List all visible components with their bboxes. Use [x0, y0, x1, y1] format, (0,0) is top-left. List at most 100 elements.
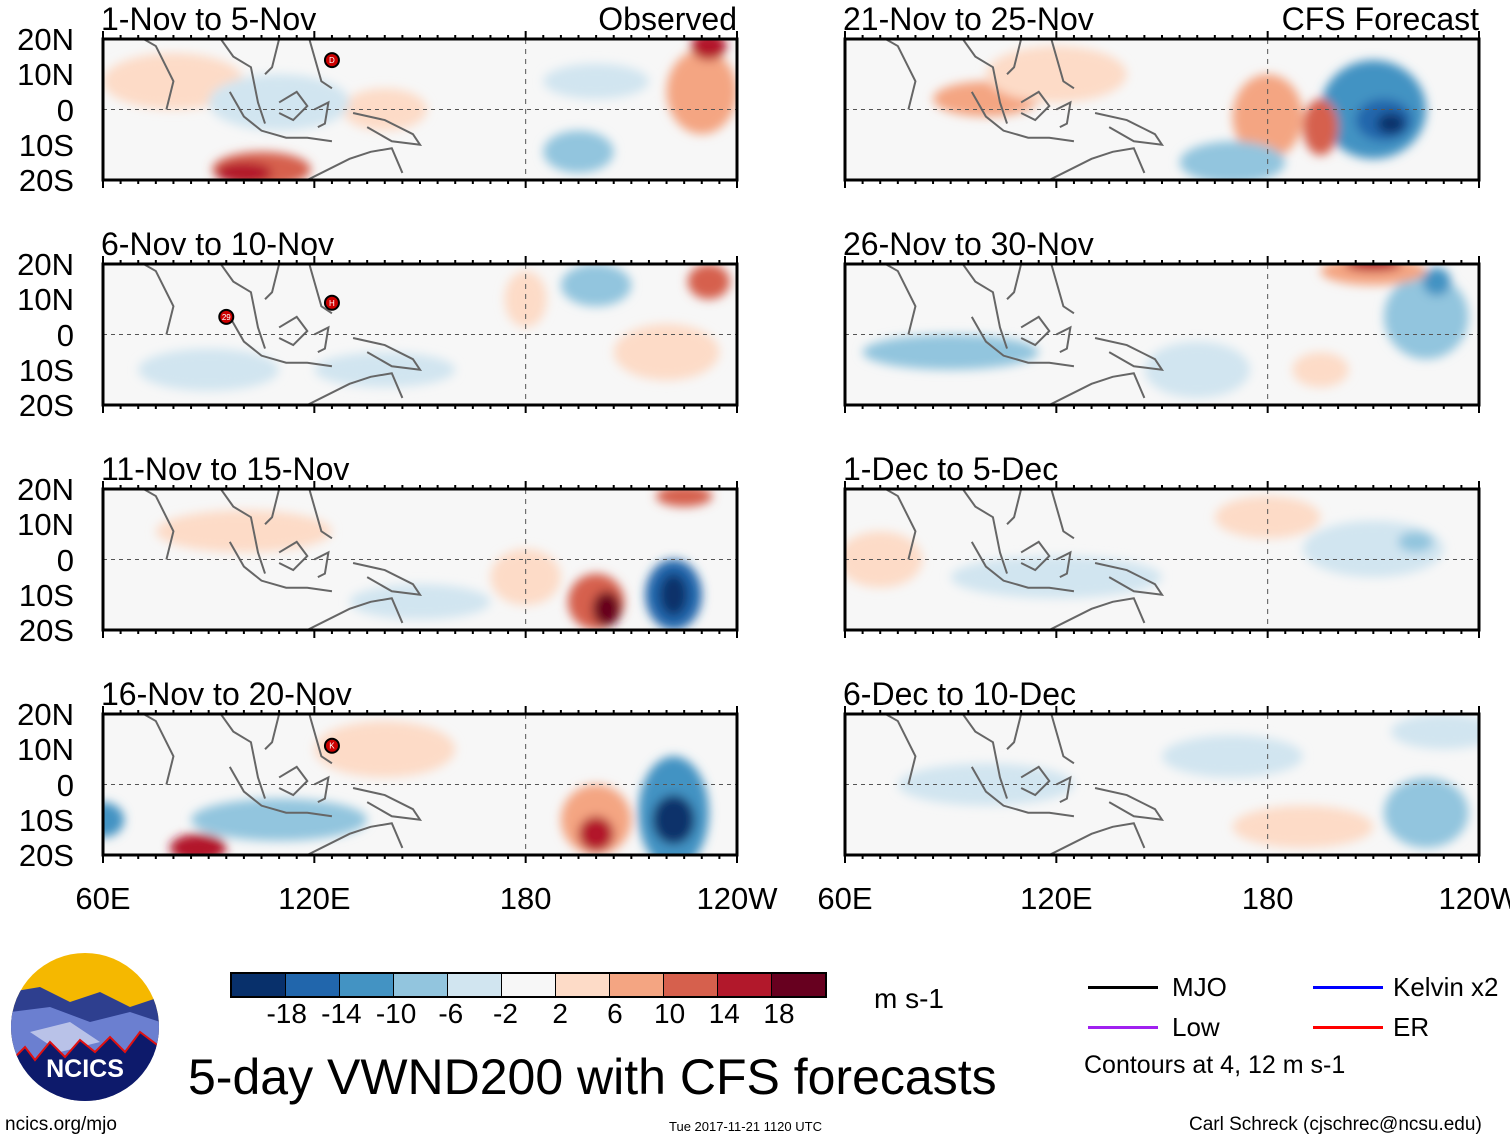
legend-line-mjo [1088, 986, 1158, 989]
lat-label: 10N [17, 57, 74, 93]
anomaly-region [666, 49, 737, 135]
anomaly-region [1376, 113, 1406, 135]
lat-label: 20S [18, 838, 74, 873]
anomaly-region [1390, 714, 1479, 750]
anomaly-region [191, 798, 368, 841]
lat-label: 20S [18, 163, 74, 198]
lat-label: 10S [18, 577, 74, 613]
ncics-logo: NCICS [11, 953, 159, 1101]
footer-author: Carl Schreck (cjschrec@ncsu.edu) [1189, 1114, 1482, 1135]
coastline [103, 714, 423, 855]
coastline [103, 39, 423, 180]
colorbar-swatch [556, 974, 610, 996]
coastline [845, 39, 1165, 180]
colorbar-label: -10 [375, 998, 417, 1029]
storm-label: H [329, 299, 335, 308]
anomaly-region [1302, 98, 1339, 156]
panel-title: 6-Dec to 10-Dec [843, 676, 1076, 712]
lat-label: 10N [17, 732, 74, 768]
anomaly-region [155, 510, 332, 553]
anomaly-region [845, 531, 923, 588]
lat-label: 20S [18, 613, 74, 648]
anomaly-region [1292, 352, 1349, 388]
anomaly-region [215, 162, 273, 180]
anomaly-region [592, 591, 621, 627]
anomaly-region [862, 334, 1039, 370]
panel-title: 6-Nov to 10-Nov [101, 226, 334, 262]
panel-title: 16-Nov to 20-Nov [101, 676, 352, 712]
lat-label: 0 [56, 542, 74, 578]
lat-label: 10N [17, 282, 74, 318]
map-panel: K [101, 706, 739, 863]
colorbar-swatch [286, 974, 340, 996]
anomaly-region [985, 46, 1127, 103]
coastline [103, 264, 423, 405]
legend-line-er [1313, 1026, 1383, 1029]
coastline [845, 714, 1165, 855]
anomaly-region [1345, 264, 1402, 272]
colorbar-label: 6 [607, 998, 623, 1029]
legend-mjo: MJO [1172, 972, 1227, 1002]
legend-line-low [1088, 1026, 1158, 1029]
panel-tag: CFS Forecast [1281, 1, 1479, 37]
lon-label: 180 [1241, 881, 1294, 916]
storm-label: K [329, 742, 335, 751]
colorbar-label: 14 [708, 998, 740, 1029]
lon-label: 180 [499, 881, 552, 916]
colorbar-swatch [718, 974, 772, 996]
anomaly-region [349, 584, 491, 620]
panel-title: 26-Nov to 30-Nov [843, 226, 1094, 262]
anomaly-region [687, 264, 730, 300]
logo-text: NCICS [46, 1055, 124, 1083]
map-panel: 29 H [101, 256, 739, 413]
colorbar-swatch [448, 974, 502, 996]
colorbar [230, 972, 827, 998]
colorbar-label: 18 [763, 998, 795, 1029]
map-panel [843, 706, 1481, 863]
panel-tag: Observed [598, 1, 737, 37]
footer-timestamp: Tue 2017-11-21 1120 UTC [669, 1119, 822, 1134]
storm-marker [218, 308, 235, 325]
storm-label: D [329, 56, 335, 65]
lon-label: 120E [278, 881, 351, 916]
lat-label: 20S [18, 388, 74, 423]
lat-label: 10N [17, 507, 74, 543]
anomaly-region [490, 548, 561, 606]
anomaly-region [504, 271, 547, 328]
colorbar-label: -2 [493, 998, 518, 1029]
anomaly-region [1422, 267, 1451, 296]
anomaly-region [1397, 531, 1434, 553]
storm-marker [323, 737, 340, 754]
panel-title: 21-Nov to 25-Nov [843, 1, 1094, 37]
anomaly-region [543, 130, 614, 173]
lat-label: 10S [18, 802, 74, 838]
colorbar-label: -18 [266, 998, 307, 1029]
lon-label: 120W [696, 881, 778, 916]
anomaly-region [613, 323, 720, 381]
colorbar-label: -14 [321, 998, 362, 1029]
storm-label: 29 [222, 313, 231, 322]
anomaly-region [1232, 805, 1374, 848]
map-panel [843, 31, 1481, 188]
lat-label: 20N [17, 247, 74, 282]
anomaly-region [1162, 735, 1303, 778]
lat-label: 20N [17, 697, 74, 732]
anomaly-region [655, 489, 713, 507]
anomaly-region [659, 573, 688, 616]
coastline [103, 489, 423, 630]
lon-label: 60E [817, 881, 873, 916]
colorbar-label: 2 [552, 998, 568, 1029]
anomaly-region [1232, 74, 1303, 159]
storm-marker [323, 52, 340, 69]
legend-kelvin: Kelvin x2 [1393, 972, 1499, 1002]
anomaly-region [897, 763, 1074, 806]
anomaly-region [652, 795, 695, 845]
map-panel [843, 256, 1481, 413]
lat-label: 10S [18, 352, 74, 388]
footer-link[interactable]: ncics.org/mjo [5, 1114, 117, 1135]
lat-label: 0 [56, 767, 74, 803]
anomaly-region [103, 802, 125, 838]
colorbar-swatch [394, 974, 448, 996]
map-panel: D [101, 31, 739, 188]
anomaly-region [1383, 274, 1469, 360]
